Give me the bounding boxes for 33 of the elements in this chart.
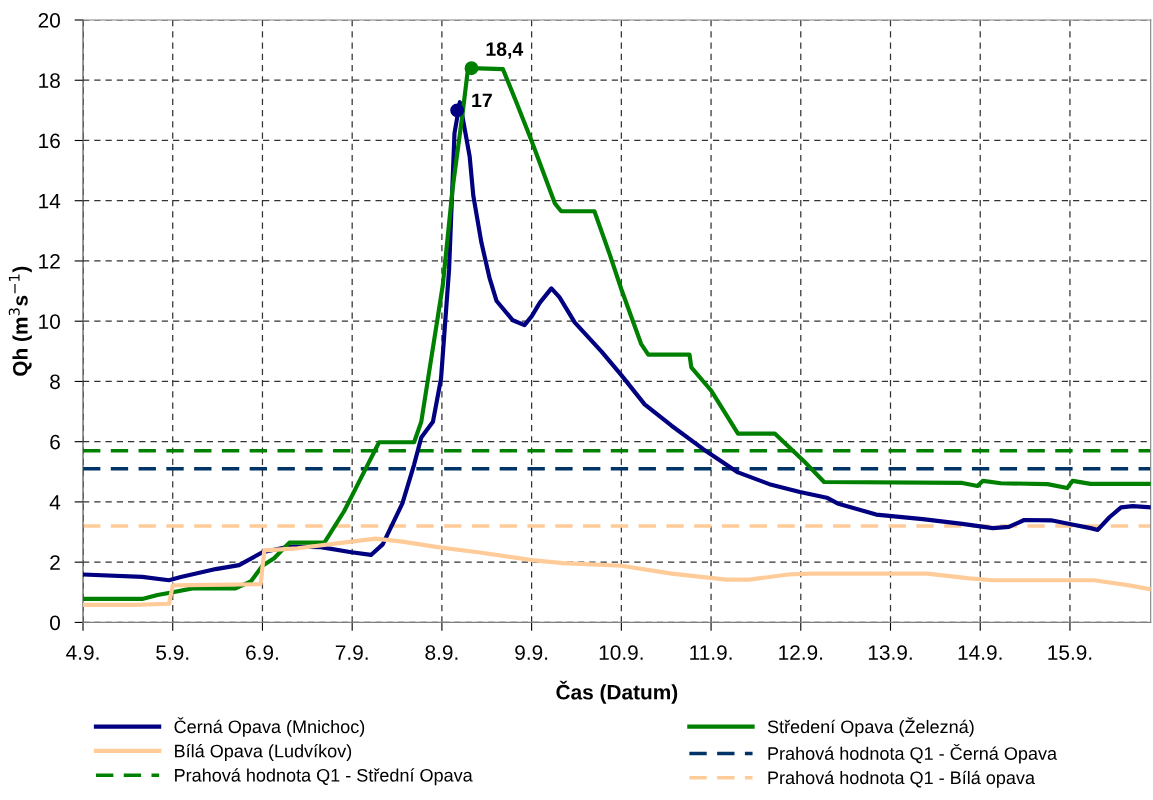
legend-label: Středení Opava (Železná)	[767, 717, 974, 737]
y-tick-label: 18	[39, 73, 60, 88]
annotation: 18,4	[486, 42, 524, 59]
legend-label: Prahová hodnota Q1 - Střední Opava	[175, 768, 473, 786]
y-tick-label: 20	[38, 13, 60, 28]
legend-label: Prahová hodnota Q1 - Bílá opava	[768, 770, 1035, 788]
legend-label: Bílá Opava (Ludvíkov)	[175, 743, 352, 761]
legend-label: Prahová hodnota Q1 - Černá Opava	[768, 743, 1058, 764]
x-tick-label: 7.9.	[335, 645, 368, 660]
x-tick-label: 11.9.	[690, 645, 732, 660]
x-tick-label: 13.9.	[868, 645, 912, 660]
x-tick-label: 4.9.	[66, 645, 99, 660]
x-tick-label: 5.9.	[156, 645, 189, 660]
annotation: 17	[472, 93, 492, 108]
x-tick-label: 15.9.	[1048, 645, 1092, 660]
x-tick-label: 8.9.	[425, 645, 458, 660]
x-tick-label: 9.9.	[515, 645, 548, 660]
y-tick-label: 2	[50, 555, 60, 570]
y-axis-title: Qh (m$^{3}$s$^{−1}$)	[8, 266, 32, 376]
y-tick-label: 4	[49, 495, 61, 510]
y-tick-label: 14	[39, 193, 61, 209]
x-axis-title: Čas (Datum)	[556, 680, 678, 704]
y-tick-label: 0	[50, 615, 60, 631]
x-tick-label: 6.9.	[246, 645, 278, 660]
x-tick-label: 14.9.	[958, 645, 1002, 660]
y-tick-label: 12	[39, 253, 60, 269]
y-tick-label: 6	[50, 434, 60, 450]
y-tick-label: 10	[39, 314, 60, 329]
y-tick-label: 16	[39, 133, 60, 149]
x-tick-label: 10.9.	[599, 645, 643, 660]
legend-label: Černá Opava (Mnichoc)	[174, 717, 365, 737]
x-tick-label: 12.9.	[779, 645, 823, 660]
y-tick-label: 8	[50, 374, 60, 390]
